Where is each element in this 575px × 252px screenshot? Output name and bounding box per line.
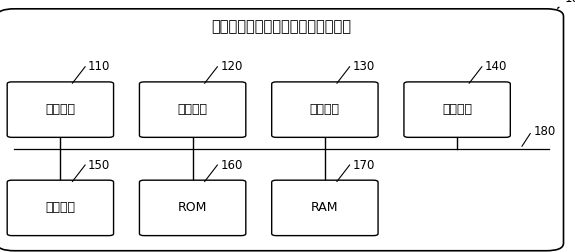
FancyBboxPatch shape (271, 180, 378, 236)
Text: 170: 170 (352, 159, 375, 172)
Text: 120: 120 (220, 60, 243, 73)
FancyBboxPatch shape (0, 9, 564, 251)
Text: 180: 180 (534, 124, 556, 138)
Text: RAM: RAM (311, 201, 339, 214)
Text: 160: 160 (220, 159, 243, 172)
FancyBboxPatch shape (140, 180, 246, 236)
Text: 140: 140 (485, 60, 507, 73)
Text: 制御手段: 制御手段 (310, 103, 340, 116)
FancyBboxPatch shape (404, 82, 511, 137)
Text: ROM: ROM (178, 201, 208, 214)
FancyBboxPatch shape (7, 180, 114, 236)
Text: 110: 110 (88, 60, 110, 73)
Text: 130: 130 (352, 60, 375, 73)
Text: 通信手段: 通信手段 (45, 103, 75, 116)
FancyBboxPatch shape (7, 82, 114, 137)
Text: 入力手段: 入力手段 (442, 103, 472, 116)
Text: 記憶手段: 記憶手段 (178, 103, 208, 116)
Text: 150: 150 (88, 159, 110, 172)
Text: 出力手段: 出力手段 (45, 201, 75, 214)
Text: 100: 100 (565, 0, 575, 5)
FancyBboxPatch shape (271, 82, 378, 137)
FancyBboxPatch shape (140, 82, 246, 137)
Text: 停止状態車両の発生エリア検出装置: 停止状態車両の発生エリア検出装置 (212, 19, 352, 34)
